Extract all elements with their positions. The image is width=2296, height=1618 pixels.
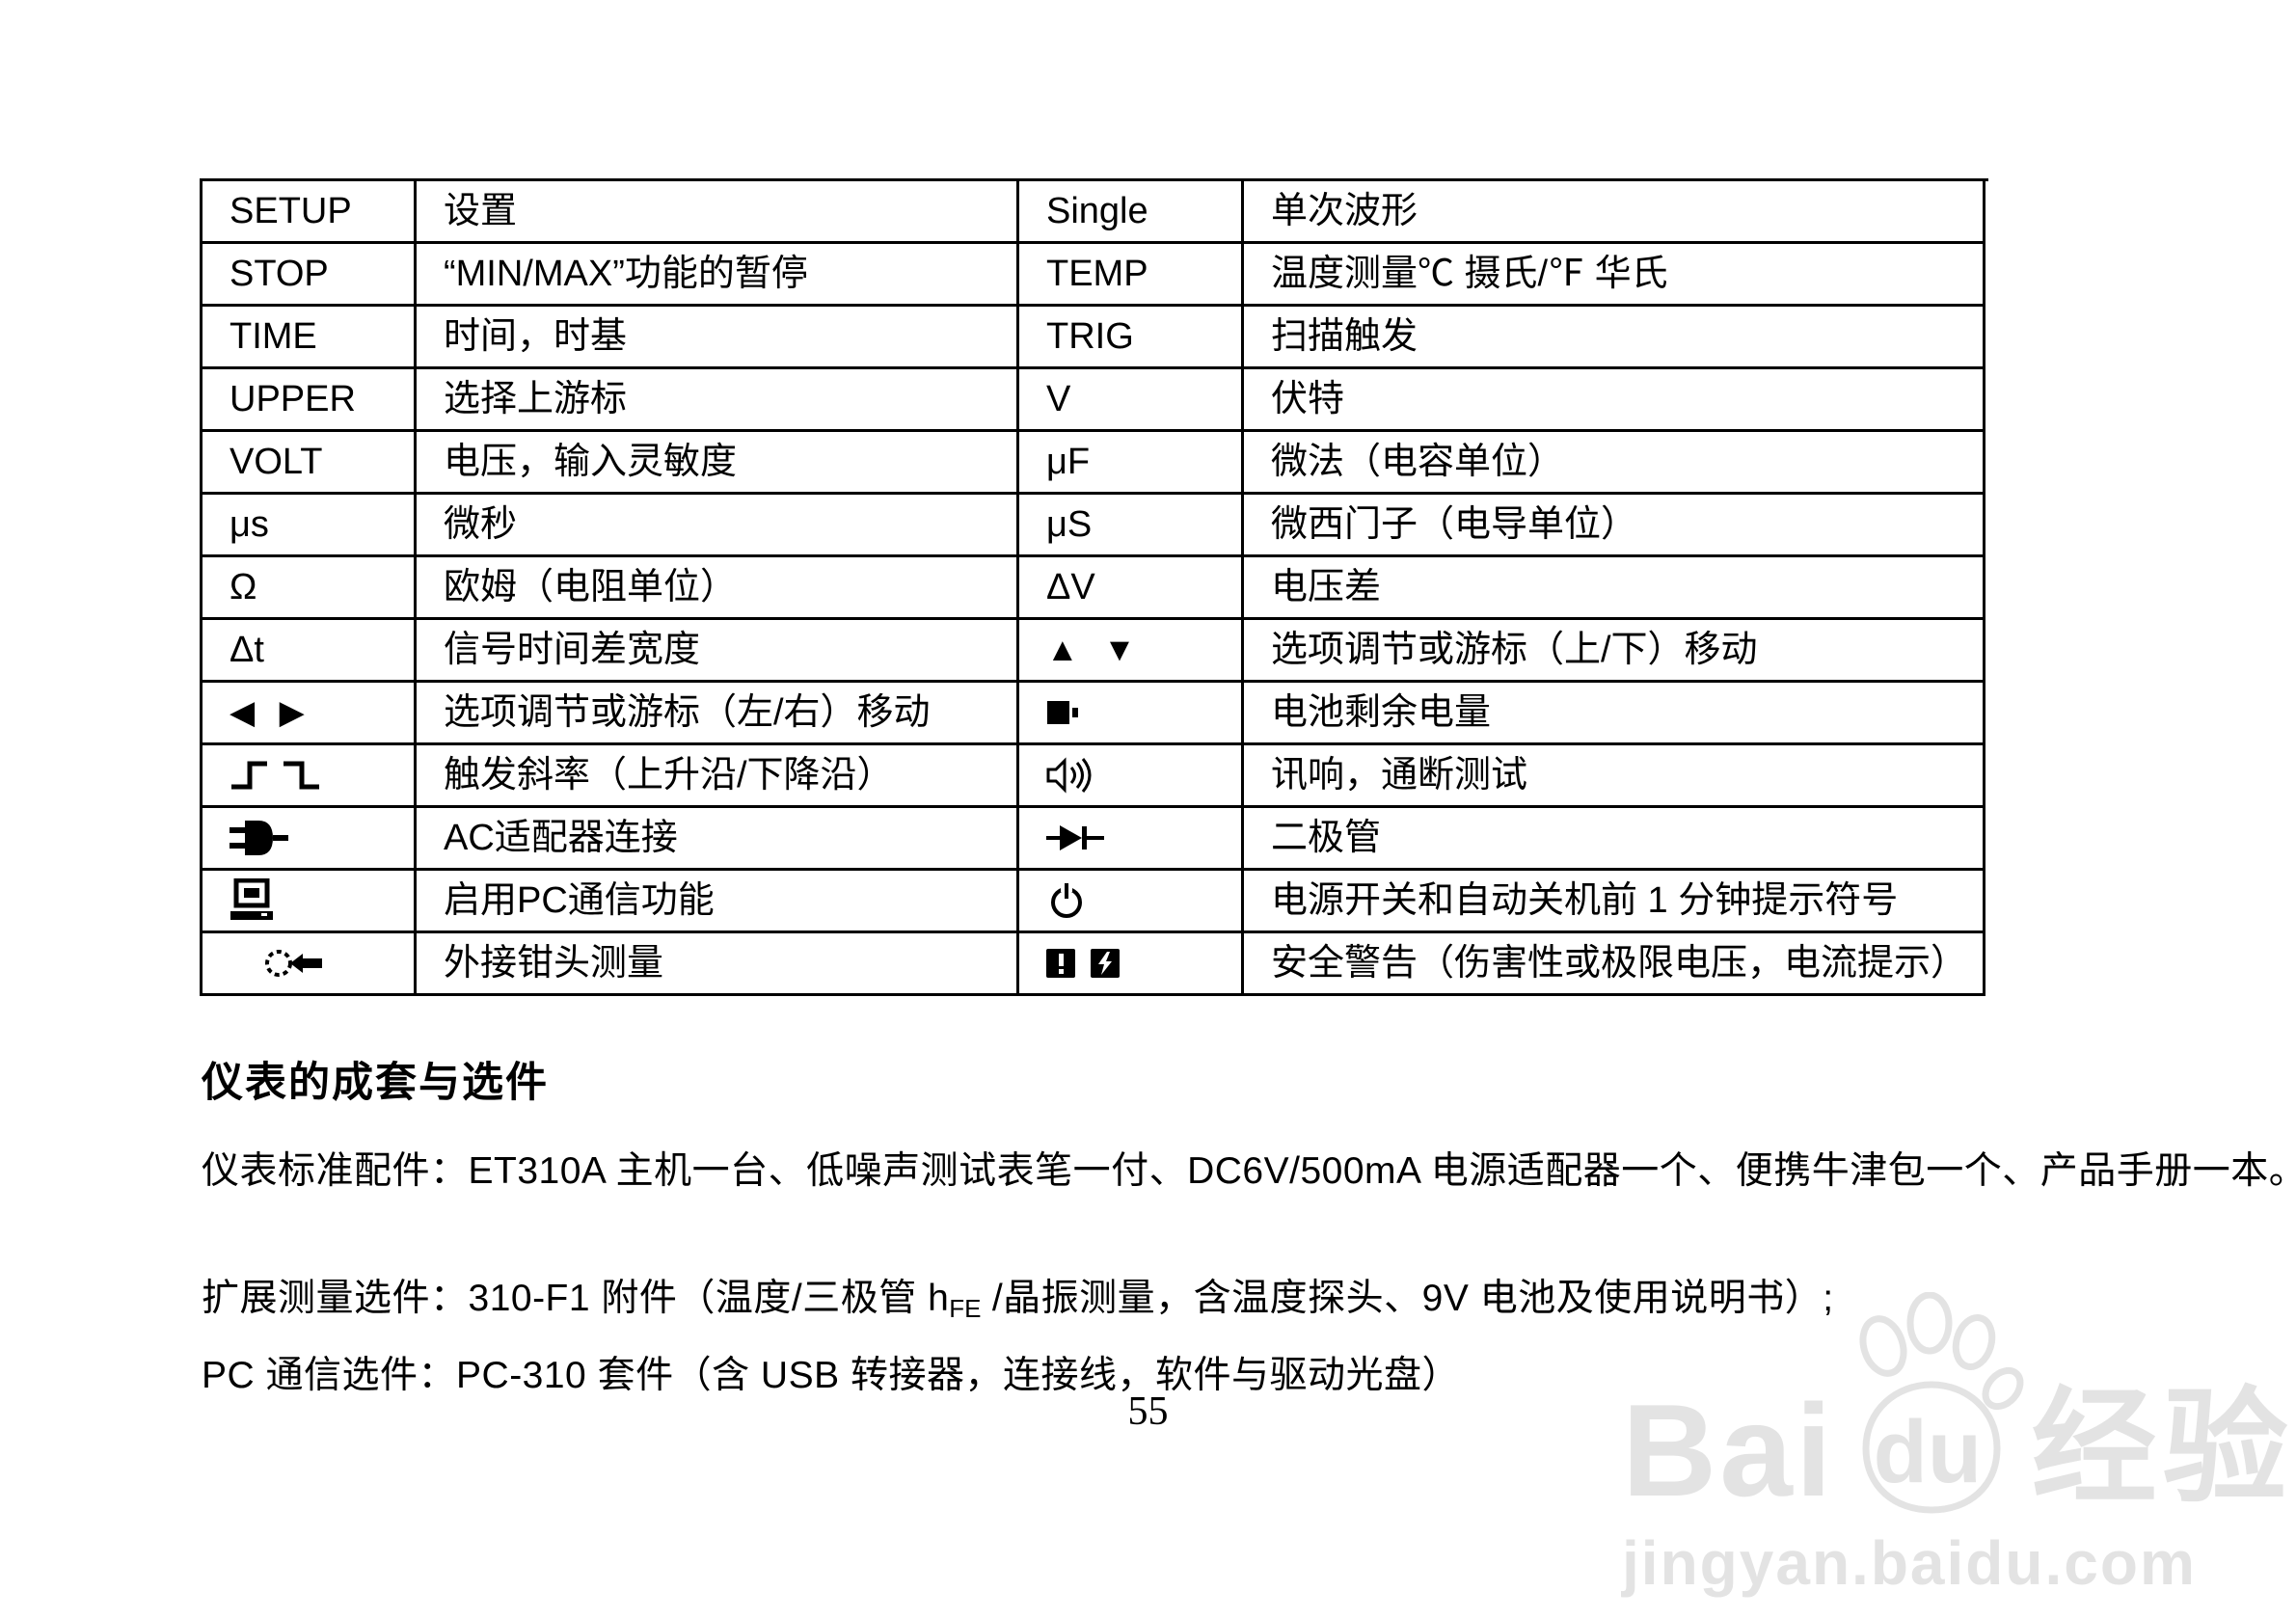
description-cell: 微法（电容单位） [1244, 432, 1985, 495]
description-cell: 时间，时基 [417, 307, 1019, 369]
extended-options-line: 扩展测量选件：310-F1 附件（温度/三极管 hFE /晶振测量，含温度探头、… [202, 1265, 1834, 1342]
watermark-brand-row: Bai du 经验 [1622, 1292, 2294, 1516]
battery-icon [1046, 698, 1081, 727]
extended-options-suffix: /晶振测量，含温度探头、9V 电池及使用说明书）; [981, 1278, 1834, 1319]
symbol-cell: μs [203, 495, 417, 557]
symbol-cell [203, 933, 417, 996]
baidu-jingyan-watermark: Bai du 经验 jingyan.baidu.com [1622, 1292, 2294, 1599]
symbol-cell: TIME [203, 307, 417, 369]
left-right-arrows-icon: ◀ ▶ [230, 694, 312, 731]
description-cell: 设置 [417, 181, 1019, 244]
symbol-cell: μF [1019, 432, 1244, 495]
warning-lightning-icon [1091, 949, 1120, 978]
description-cell: 选项调节或游标（左/右）移动 [417, 683, 1019, 745]
description-cell: 二极管 [1244, 808, 1985, 871]
safety-warning-icon [1046, 949, 1120, 978]
description-cell: 讯响，通断测试 [1244, 745, 1985, 808]
symbol-cell: μS [1019, 495, 1244, 557]
symbol-cell: Single [1019, 181, 1244, 244]
symbol-cell [1019, 808, 1244, 871]
description-cell: “MIN/MAX”功能的暂停 [417, 244, 1019, 307]
pc-option-line: PC 通信选件：PC-310 套件（含 USB 转接器，连接线，软件与驱动光盘） [202, 1355, 1460, 1396]
symbol-cell: Ω [203, 557, 417, 620]
symbol-cell: UPPER [203, 369, 417, 432]
symbol-cell: ◀ ▶ [203, 683, 417, 745]
symbol-cell [1019, 683, 1244, 745]
ac-adapter-plug-icon [230, 817, 291, 859]
pc-communication-icon [230, 878, 280, 923]
symbol-cell: STOP [203, 244, 417, 307]
watermark-jingyan-text: 经验 [2031, 1377, 2294, 1518]
clamp-probe-icon [230, 943, 326, 984]
warning-exclamation-icon [1046, 949, 1075, 978]
description-cell: 电池剩余电量 [1244, 683, 1985, 745]
symbol-cell [203, 808, 417, 871]
symbol-cell [1019, 871, 1244, 933]
symbol-cell: VOLT [203, 432, 417, 495]
up-down-arrows-icon: ▲ ▼ [1046, 632, 1144, 668]
diode-icon [1046, 822, 1114, 854]
options-paragraphs: 扩展测量选件：310-F1 附件（温度/三极管 hFE /晶振测量，含温度探头、… [202, 1265, 1834, 1409]
description-cell: 选项调节或游标（上/下）移动 [1244, 620, 1985, 683]
description-cell: 欧姆（电阻单位） [417, 557, 1019, 620]
description-cell: 微西门子（电导单位） [1244, 495, 1985, 557]
hfe-subscript: FE [949, 1294, 982, 1323]
description-cell: 伏特 [1244, 369, 1985, 432]
description-cell: AC适配器连接 [417, 808, 1019, 871]
description-cell: 触发斜率（上升沿/下降沿） [417, 745, 1019, 808]
buzzer-icon [1046, 757, 1096, 794]
symbol-cell: TEMP [1019, 244, 1244, 307]
symbol-cell [1019, 745, 1244, 808]
description-cell: 微秒 [417, 495, 1019, 557]
description-cell: 电压，输入灵敏度 [417, 432, 1019, 495]
description-cell: 选择上游标 [417, 369, 1019, 432]
symbol-cell: Δt [203, 620, 417, 683]
description-cell: 信号时间差宽度 [417, 620, 1019, 683]
description-cell: 启用PC通信功能 [417, 871, 1019, 933]
watermark-du-text: du [1873, 1403, 1983, 1501]
power-icon [1046, 880, 1087, 921]
description-cell: 电压差 [1244, 557, 1985, 620]
watermark-bai-text: Bai [1622, 1377, 1835, 1524]
page-number: 55 [1127, 1389, 1169, 1434]
description-cell: 温度测量℃ 摄氏/℉ 华氏 [1244, 244, 1985, 307]
symbol-cell [203, 745, 417, 808]
symbol-cell: ΔV [1019, 557, 1244, 620]
symbol-table: SETUP 设置 Single 单次波形 STOP “MIN/MAX”功能的暂停 TEMP 温… [200, 178, 1988, 996]
description-cell: 外接钳头测量 [417, 933, 1019, 996]
section-heading: 仪表的成套与选件 [202, 1060, 549, 1106]
description-cell: 扫描触发 [1244, 307, 1985, 369]
watermark-url: jingyan.baidu.com [1622, 1528, 2197, 1598]
symbol-cell: ▲ ▼ [1019, 620, 1244, 683]
symbol-cell: SETUP [203, 181, 417, 244]
baidu-paw-icon: du [1841, 1292, 2026, 1516]
symbol-cell [203, 871, 417, 933]
description-cell: 单次波形 [1244, 181, 1985, 244]
description-cell: 电源开关和自动关机前 1 分钟提示符号 [1244, 871, 1985, 933]
extended-options-prefix: 扩展测量选件：310-F1 附件（温度/三极管 h [202, 1278, 950, 1319]
symbol-cell [1019, 933, 1244, 996]
symbol-cell: V [1019, 369, 1244, 432]
description-cell: 安全警告（伤害性或极限电压，电流提示） [1244, 933, 1985, 996]
trigger-slope-icon [230, 757, 322, 794]
symbol-cell: TRIG [1019, 307, 1244, 369]
standard-accessories-paragraph: 仪表标准配件：ET310A 主机一台、低噪声测试表笔一付、DC6V/500mA … [202, 1150, 2296, 1192]
